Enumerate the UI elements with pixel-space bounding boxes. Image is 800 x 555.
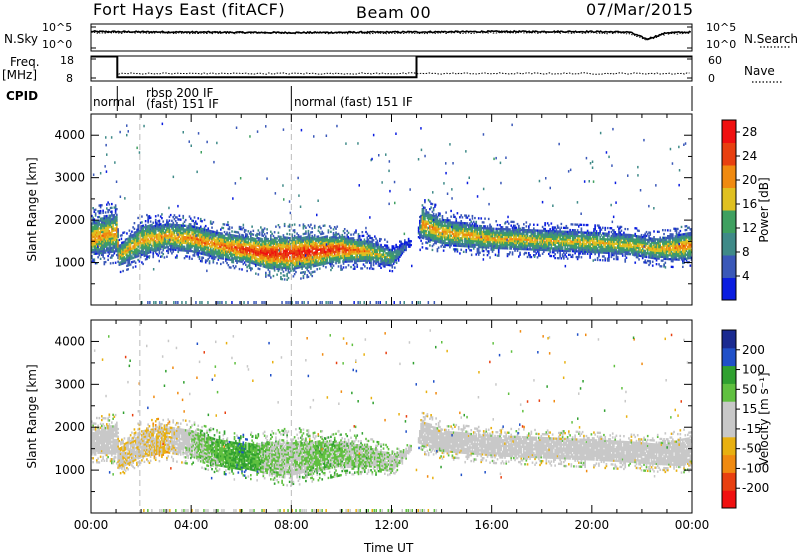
cpid-segment-3-label: normal (fast) 151 IF — [294, 96, 413, 108]
nave-series — [119, 73, 690, 74]
freq-right-bottom-tick: 0 — [708, 73, 715, 84]
power-colorbar-swatch-5 — [722, 165, 736, 188]
station-title: Fort Hays East (fitACF) — [93, 2, 285, 18]
velocity-colorbar-swatch-2 — [722, 455, 736, 473]
velocity-panel-data-cells — [91, 329, 692, 512]
x-tick-label-0: 00:00 — [74, 518, 109, 532]
power-colorbar-swatch-2 — [722, 233, 736, 256]
x-tick-label-5: 20:00 — [575, 518, 610, 532]
x-tick-label-3: 12:00 — [374, 518, 409, 532]
power-colorbar-tick-3: 16 — [742, 197, 757, 211]
power-panel-y-axis-title: Slant Range [km] — [25, 157, 39, 261]
noise-left-bottom-tick: 10^0 — [42, 39, 72, 50]
cpid-label: CPID — [6, 90, 38, 102]
freq-left-bottom-tick: 8 — [66, 73, 73, 84]
velocity-panel-ytick-label-2: 3000 — [54, 377, 85, 391]
velocity-panel-y-axis-title: Slant Range [km] — [25, 364, 39, 468]
noise-left-top-tick: 10^5 — [42, 22, 72, 33]
freq-right-top-tick: 60 — [708, 55, 722, 66]
nsearch-label: N.Search — [744, 33, 798, 45]
velocity-colorbar-swatch-9 — [722, 330, 736, 348]
power-colorbar-tick-4: 20 — [742, 173, 757, 187]
power-colorbar-tick-0: 4 — [742, 269, 750, 283]
power-colorbar-swatch-1 — [722, 255, 736, 278]
velocity-colorbar-swatch-5 — [722, 401, 736, 419]
velocity-colorbar-swatch-4 — [722, 419, 736, 437]
nave-label: Nave — [744, 65, 775, 77]
x-tick-label-6: 00:00 — [675, 518, 710, 532]
power-panel-ytick-label-2: 3000 — [54, 171, 85, 185]
cpid-segment-2-label2: (fast) 151 IF — [146, 98, 219, 110]
velocity-colorbar-tick-7: -200 — [742, 481, 769, 495]
noise-right-bottom-tick: 10^0 — [706, 39, 736, 50]
power-colorbar-title: Power [dB] — [757, 177, 771, 242]
freq-left-top-tick: 18 — [60, 55, 74, 66]
power-colorbar-swatch-3 — [722, 210, 736, 233]
noise-search-series — [91, 32, 691, 40]
velocity-panel-frame — [91, 320, 692, 513]
power-colorbar-swatch-0 — [722, 278, 736, 301]
velocity-colorbar-swatch-0 — [722, 490, 736, 508]
velocity-colorbar-title: Velocity [m s⁻¹] — [757, 372, 771, 465]
power-panel-ytick-label-1: 2000 — [54, 213, 85, 227]
x-tick-label-1: 04:00 — [174, 518, 209, 532]
velocity-panel-ytick-label-3: 4000 — [54, 334, 85, 348]
velocity-colorbar-swatch-3 — [722, 437, 736, 455]
cpid-segment-1-label: normal — [93, 96, 135, 108]
freq-label: Freq. — [10, 56, 40, 68]
date-title: 07/Mar/2015 — [586, 2, 694, 18]
power-colorbar-swatch-7 — [722, 120, 736, 143]
power-colorbar-tick-1: 8 — [742, 245, 750, 259]
power-colorbar-tick-2: 12 — [742, 221, 757, 235]
x-tick-label-2: 08:00 — [274, 518, 309, 532]
power-panel-data-cells — [91, 123, 692, 304]
velocity-colorbar-swatch-8 — [722, 348, 736, 366]
power-panel-ytick-label-0: 1000 — [54, 256, 85, 270]
x-tick-label-4: 16:00 — [474, 518, 509, 532]
power-panel-ytick-label-3: 4000 — [54, 128, 85, 142]
velocity-colorbar-swatch-7 — [722, 366, 736, 384]
velocity-colorbar-swatch-6 — [722, 383, 736, 401]
velocity-panel-ytick-label-0: 1000 — [54, 463, 85, 477]
noise-panel-frame — [91, 24, 692, 51]
velocity-colorbar-tick-3: 15 — [742, 402, 757, 416]
velocity-colorbar-tick-2: 50 — [742, 382, 757, 396]
power-colorbar-tick-5: 24 — [742, 149, 757, 163]
power-colorbar-swatch-4 — [722, 188, 736, 211]
noise-sky-series — [91, 31, 691, 40]
velocity-colorbar-swatch-1 — [722, 472, 736, 490]
velocity-panel-ytick-label-1: 2000 — [54, 420, 85, 434]
beam-title: Beam 00 — [356, 5, 431, 21]
power-colorbar-swatch-6 — [722, 143, 736, 166]
velocity-colorbar-tick-0: 200 — [742, 343, 765, 357]
noise-right-top-tick: 10^5 — [706, 22, 736, 33]
power-panel-frame — [91, 114, 692, 305]
nsky-label: N.Sky — [4, 33, 38, 45]
x-axis-title: Time UT — [364, 542, 413, 554]
power-colorbar-tick-6: 28 — [742, 125, 757, 139]
freq-unit-label: [MHz] — [2, 69, 37, 81]
